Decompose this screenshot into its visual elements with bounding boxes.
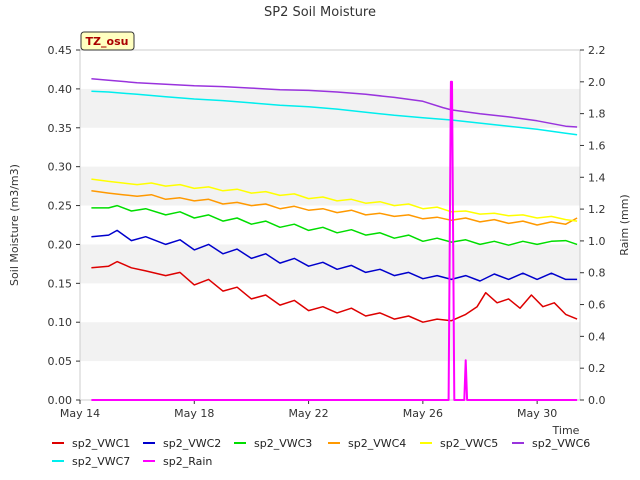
x-axis: May 14 May 18 May 22 May 26 May 30 — [60, 400, 557, 420]
y-tick-label: 0.05 — [48, 355, 73, 368]
legend-label: sp2_VWC5 — [440, 437, 498, 450]
y2-tick-label: 2.0 — [588, 76, 606, 89]
legend-label: sp2_VWC7 — [72, 455, 130, 468]
y2-tick-label: 0.6 — [588, 299, 606, 312]
y2-tick-label: 1.8 — [588, 108, 606, 121]
y2-tick-label: 1.4 — [588, 171, 606, 184]
y-axis-left: 0.00 0.05 0.10 0.15 0.20 0.25 0.30 0.35 0.40 0.45 — [48, 44, 80, 407]
x-axis-label: Time — [552, 424, 580, 437]
legend-label: sp2_VWC3 — [254, 437, 312, 450]
y2-tick-label: 1.0 — [588, 235, 606, 248]
grid-bands — [80, 88, 580, 362]
x-tick-label: May 22 — [288, 407, 328, 420]
station-badge-label: TZ_osu — [86, 35, 129, 48]
x-tick-label: May 26 — [403, 407, 443, 420]
grid-band — [80, 322, 580, 362]
series-line-sp2_VWC4 — [91, 190, 578, 226]
station-badge: TZ_osu — [80, 31, 135, 51]
legend-label: sp2_VWC2 — [163, 437, 221, 450]
y-tick-label: 0.25 — [48, 200, 73, 213]
y2-tick-label: 0.8 — [588, 267, 606, 280]
y2-tick-label: 0.4 — [588, 330, 606, 343]
series-line-sp2_Rain — [91, 80, 578, 401]
y-tick-label: 0.35 — [48, 122, 73, 135]
series-line-sp2_VWC5 — [91, 178, 578, 222]
y-tick-label: 0.40 — [48, 83, 73, 96]
series-line-sp2_VWC2 — [91, 229, 578, 282]
y2-tick-label: 1.6 — [588, 139, 606, 152]
x-tick-label: May 18 — [174, 407, 214, 420]
y2-tick-label: 0.2 — [588, 362, 606, 375]
y2-axis-label: Raim (mm) — [618, 194, 631, 255]
x-tick-label: May 30 — [517, 407, 557, 420]
legend-label: sp2_VWC1 — [72, 437, 130, 450]
legend: sp2_VWC1 sp2_VWC2 sp2_VWC3 sp2_VWC4 sp2_VWC5… — [52, 437, 590, 468]
chart-title: SP2 Soil Moisture — [264, 5, 376, 20]
y-axis-label: Soil Moisture (m3/m3) — [8, 164, 21, 286]
series-line-sp2_VWC7 — [91, 90, 578, 136]
y2-tick-label: 2.2 — [588, 44, 606, 57]
y-tick-label: 0.00 — [48, 394, 73, 407]
y-tick-label: 0.15 — [48, 277, 73, 290]
legend-label: sp2_VWC4 — [348, 437, 406, 450]
series-line-sp2_VWC1 — [91, 260, 578, 323]
y-tick-label: 0.30 — [48, 161, 73, 174]
series-line-sp2_VWC3 — [91, 204, 578, 246]
y-tick-label: 0.10 — [48, 316, 73, 329]
x-tick-label: May 14 — [60, 407, 100, 420]
y-tick-label: 0.45 — [48, 44, 73, 57]
grid-band — [80, 244, 580, 284]
y-axis-right: 0.0 0.2 0.4 0.6 0.8 1.0 1.2 1.4 1.6 1.8 2.0 2.2 — [580, 44, 606, 407]
y2-tick-label: 1.2 — [588, 203, 606, 216]
y-tick-label: 0.20 — [48, 238, 73, 251]
legend-label: sp2_Rain — [163, 455, 212, 468]
series-line-sp2_VWC6 — [91, 78, 578, 128]
series-lines — [91, 78, 578, 401]
y2-tick-label: 0.0 — [588, 394, 606, 407]
legend-label: sp2_VWC6 — [532, 437, 590, 450]
